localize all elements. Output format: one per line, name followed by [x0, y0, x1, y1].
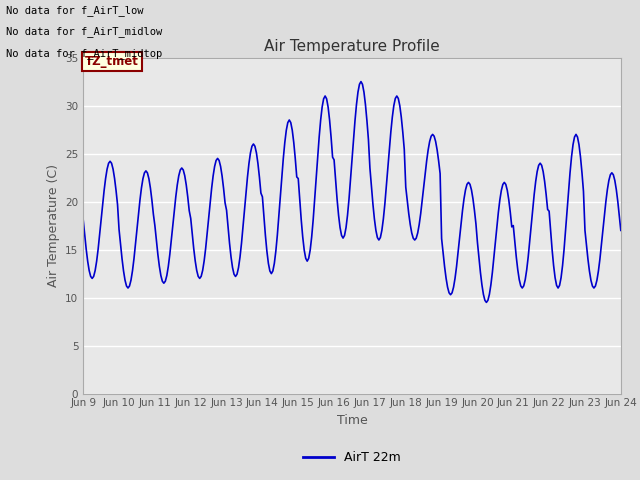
- Y-axis label: Air Temperature (C): Air Temperature (C): [47, 164, 60, 287]
- Text: No data for f_AirT_midlow: No data for f_AirT_midlow: [6, 26, 163, 37]
- Legend: AirT 22m: AirT 22m: [298, 446, 406, 469]
- Title: Air Temperature Profile: Air Temperature Profile: [264, 39, 440, 54]
- X-axis label: Time: Time: [337, 414, 367, 427]
- Text: No data for f_AirT_low: No data for f_AirT_low: [6, 5, 144, 16]
- Text: TZ_tmet: TZ_tmet: [85, 55, 139, 68]
- Text: No data for f_AirT_midtop: No data for f_AirT_midtop: [6, 48, 163, 59]
